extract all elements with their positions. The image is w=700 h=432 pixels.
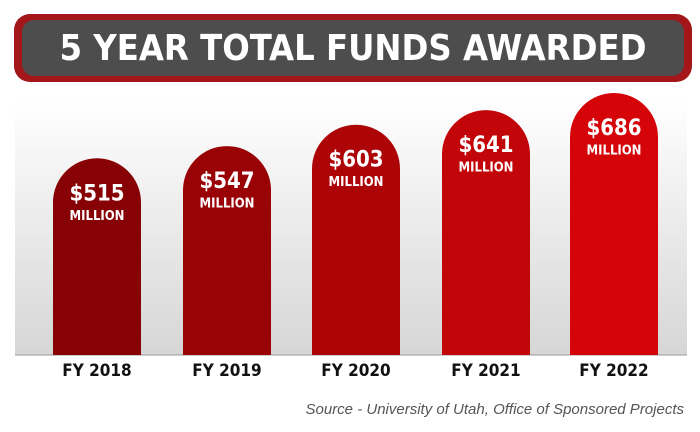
chart-title: 5 YEAR TOTAL FUNDS AWARDED	[59, 28, 646, 69]
value-label: $547	[199, 169, 254, 194]
x-tick-label: FY 2022	[579, 361, 648, 381]
bar	[312, 124, 400, 355]
x-tick-label: FY 2021	[451, 361, 520, 381]
value-unit: MILLION	[329, 175, 384, 190]
bar	[183, 146, 271, 355]
bar	[53, 158, 141, 355]
title-banner	[22, 20, 684, 76]
bar	[442, 110, 530, 356]
value-unit: MILLION	[70, 209, 125, 224]
value-unit: MILLION	[459, 161, 514, 176]
value-label: $641	[458, 133, 513, 158]
value-unit: MILLION	[200, 197, 255, 212]
value-unit: MILLION	[587, 144, 642, 159]
x-tick-label: FY 2019	[192, 361, 261, 381]
value-label: $515	[69, 181, 124, 206]
value-label: $603	[328, 148, 383, 173]
x-tick-label: FY 2020	[321, 361, 390, 381]
bar	[570, 93, 658, 355]
value-label: $686	[586, 116, 641, 141]
source-note: Source - University of Utah, Office of S…	[306, 401, 685, 418]
x-tick-label: FY 2018	[62, 361, 131, 381]
